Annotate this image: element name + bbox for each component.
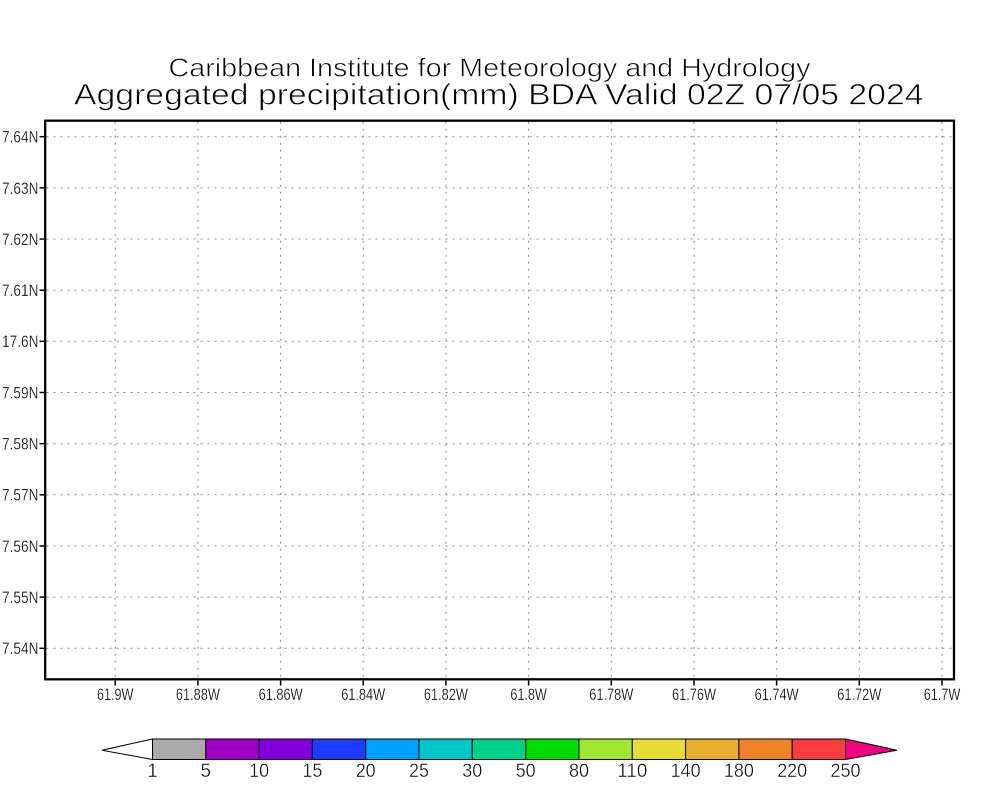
- svg-text:250: 250: [831, 761, 861, 782]
- svg-text:7.59N: 7.59N: [2, 383, 39, 402]
- svg-text:17.6N: 17.6N: [2, 332, 39, 351]
- svg-text:61.7W: 61.7W: [924, 685, 961, 704]
- svg-text:61.9W: 61.9W: [97, 685, 134, 704]
- svg-text:Caribbean Institute for Meteor: Caribbean Institute for Meteorology and …: [169, 53, 811, 83]
- svg-text:20: 20: [356, 761, 376, 782]
- svg-text:50: 50: [516, 761, 536, 782]
- svg-text:7.57N: 7.57N: [2, 486, 39, 505]
- svg-text:7.63N: 7.63N: [2, 179, 39, 198]
- svg-text:7.58N: 7.58N: [2, 435, 39, 454]
- svg-text:61.86W: 61.86W: [259, 685, 303, 704]
- svg-text:25: 25: [409, 761, 429, 782]
- svg-text:7.64N: 7.64N: [2, 128, 39, 147]
- svg-text:7.55N: 7.55N: [2, 588, 39, 607]
- svg-text:61.76W: 61.76W: [672, 685, 716, 704]
- svg-text:30: 30: [462, 761, 482, 782]
- svg-text:61.72W: 61.72W: [837, 685, 881, 704]
- svg-text:180: 180: [724, 761, 754, 782]
- svg-text:110: 110: [617, 761, 647, 782]
- svg-text:61.74W: 61.74W: [755, 685, 799, 704]
- svg-text:7.56N: 7.56N: [2, 537, 39, 556]
- svg-text:61.8W: 61.8W: [510, 685, 547, 704]
- svg-text:61.88W: 61.88W: [176, 685, 220, 704]
- svg-text:5: 5: [201, 761, 212, 782]
- svg-text:61.84W: 61.84W: [341, 685, 385, 704]
- svg-text:7.62N: 7.62N: [2, 230, 39, 249]
- svg-text:61.78W: 61.78W: [589, 685, 633, 704]
- svg-text:140: 140: [671, 761, 701, 782]
- svg-text:10: 10: [249, 761, 269, 782]
- svg-text:7.61N: 7.61N: [2, 281, 39, 300]
- svg-text:220: 220: [777, 761, 807, 782]
- svg-text:7.54N: 7.54N: [2, 639, 39, 658]
- svg-text:80: 80: [569, 761, 589, 782]
- svg-text:1: 1: [147, 761, 158, 782]
- svg-text:61.82W: 61.82W: [424, 685, 468, 704]
- svg-text:15: 15: [302, 761, 322, 782]
- svg-text:Aggregated precipitation(mm) B: Aggregated precipitation(mm) BDA Valid 0…: [74, 78, 924, 111]
